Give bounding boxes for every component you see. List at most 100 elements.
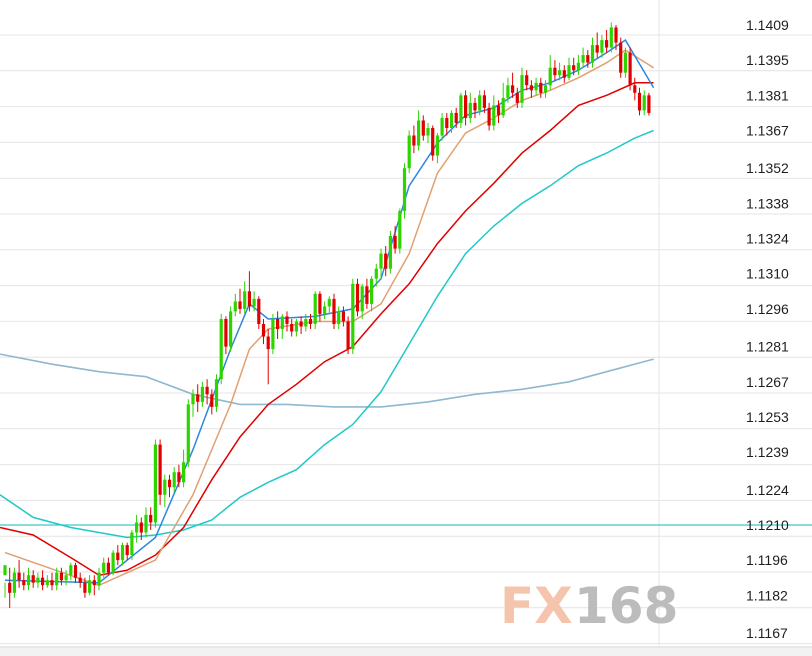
candle-body xyxy=(252,298,256,307)
y-tick-label: 1.1338 xyxy=(746,195,789,211)
candle xyxy=(464,90,468,126)
candle xyxy=(370,276,374,312)
candle-body xyxy=(139,522,143,533)
candle-body xyxy=(73,565,78,578)
candle xyxy=(576,55,580,76)
candle xyxy=(609,22,613,53)
candle-body xyxy=(323,306,327,314)
candle xyxy=(374,263,378,287)
candle-body xyxy=(55,572,59,586)
candle xyxy=(196,384,200,412)
candle xyxy=(69,562,73,581)
candle xyxy=(417,110,421,151)
candle-body xyxy=(238,301,242,309)
candle xyxy=(431,125,435,161)
candle xyxy=(276,311,280,339)
candle-body xyxy=(182,462,186,483)
candle xyxy=(520,67,524,108)
candle-body xyxy=(120,545,125,561)
candle-body xyxy=(473,102,477,111)
candle-body xyxy=(304,319,308,327)
candle xyxy=(496,100,501,123)
candle xyxy=(445,112,449,136)
fx168-watermark: FX 168 xyxy=(500,577,678,635)
ma-line-very-long xyxy=(0,353,654,408)
candle xyxy=(26,567,31,591)
candle-body xyxy=(92,580,96,586)
candle xyxy=(153,439,157,528)
y-tick-label: 1.1310 xyxy=(746,266,789,282)
candle xyxy=(102,557,106,578)
candle-body xyxy=(525,75,529,86)
candle-body xyxy=(83,582,87,593)
y-tick-label: 1.1196 xyxy=(746,552,788,568)
candle-body xyxy=(130,532,134,556)
candle xyxy=(558,62,562,81)
candle-body xyxy=(205,386,209,395)
candle xyxy=(243,281,247,314)
candle xyxy=(600,35,604,58)
candle-body xyxy=(492,105,496,126)
candle xyxy=(50,572,54,591)
candle-body xyxy=(393,236,397,249)
ma-line-long xyxy=(0,129,654,539)
candle-body xyxy=(454,112,458,123)
bottom-scrollbar[interactable] xyxy=(0,648,812,656)
candle xyxy=(327,296,331,314)
candle xyxy=(647,92,651,116)
candle-body xyxy=(299,321,303,327)
candle-body xyxy=(426,128,430,136)
candle-body xyxy=(266,336,270,350)
candle xyxy=(55,567,59,591)
y-tick-label: 1.1281 xyxy=(746,339,789,355)
candle xyxy=(492,95,496,131)
candle xyxy=(590,37,595,68)
candle xyxy=(543,80,548,98)
candle xyxy=(83,577,87,598)
candle-body xyxy=(619,42,623,73)
candle xyxy=(299,316,303,334)
candle-body xyxy=(12,572,16,593)
y-tick-label: 1.1267 xyxy=(746,374,789,390)
candle xyxy=(337,306,341,329)
candle xyxy=(36,572,40,588)
candle xyxy=(182,449,186,488)
candle-body xyxy=(294,321,298,332)
candle-body xyxy=(482,95,486,108)
candle-body xyxy=(26,575,31,586)
candle-body xyxy=(464,95,468,118)
candle-body xyxy=(388,236,392,269)
candle xyxy=(3,565,7,598)
candle xyxy=(332,293,336,329)
candle-body xyxy=(224,319,228,347)
candle-body xyxy=(558,70,562,76)
candle xyxy=(149,507,153,530)
candle xyxy=(205,379,209,405)
moving-average-lines xyxy=(0,39,812,587)
candle xyxy=(365,278,369,309)
candle-body xyxy=(384,253,388,269)
candle-body xyxy=(233,301,237,312)
candle-body xyxy=(191,394,195,405)
candle-body xyxy=(149,514,153,523)
candle xyxy=(111,550,115,576)
candle-body xyxy=(567,65,571,78)
candle-body xyxy=(144,514,148,533)
candle-body xyxy=(360,286,364,312)
candle-body xyxy=(628,52,632,86)
candle-body xyxy=(167,479,172,488)
y-tick-label: 1.1395 xyxy=(746,52,789,68)
candle xyxy=(59,567,63,586)
candle xyxy=(294,319,298,337)
candle xyxy=(158,439,162,505)
candle-body xyxy=(135,522,139,533)
candle xyxy=(106,557,110,576)
candle-body xyxy=(609,27,613,48)
candle-body xyxy=(210,394,214,407)
candle-body xyxy=(88,580,92,593)
candle xyxy=(534,77,538,96)
candle-body xyxy=(158,444,162,495)
candle-body xyxy=(642,95,646,111)
candle-body xyxy=(313,293,317,324)
